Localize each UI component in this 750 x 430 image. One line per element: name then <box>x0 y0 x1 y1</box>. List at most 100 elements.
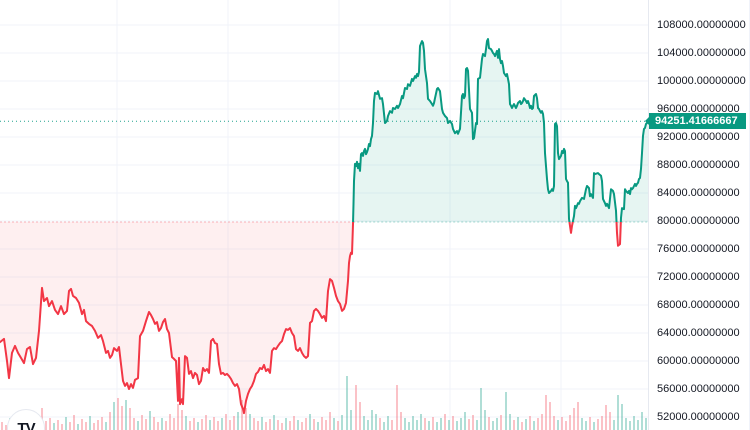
volume-bar <box>601 416 603 430</box>
volume-bar <box>317 422 319 430</box>
volume-bar <box>363 416 365 430</box>
volume-bar <box>157 422 159 430</box>
volume-bar <box>341 415 343 430</box>
volume-bar <box>177 404 179 430</box>
volume-bar <box>145 419 147 430</box>
volume-bar <box>525 419 527 430</box>
volume-bar <box>301 422 303 430</box>
volume-bar <box>253 418 255 430</box>
volume-bar <box>61 424 63 430</box>
volume-bar <box>641 412 643 430</box>
volume-bar <box>428 421 430 430</box>
volume-bar <box>396 385 398 430</box>
axis-price-label: 96000.00000000 <box>657 103 740 115</box>
volume-bar <box>325 420 327 430</box>
volume-bar <box>165 421 167 430</box>
volume-bar <box>464 412 466 430</box>
volume-bar <box>581 418 583 430</box>
axis-price-label: 72000.00000000 <box>657 271 740 283</box>
volume-bar <box>448 420 450 430</box>
tradingview-logo-glyph: TV <box>17 419 35 430</box>
volume-bar <box>625 418 627 430</box>
area-fill-down <box>0 222 648 414</box>
axis-price-label: 56000.00000000 <box>657 383 740 395</box>
volume-bar <box>277 420 279 430</box>
volume-bar <box>367 420 369 430</box>
volume-bar <box>408 422 410 430</box>
volume-bar <box>297 420 299 430</box>
volume-bar <box>129 408 131 430</box>
volume-bar <box>480 388 482 430</box>
volume-bar <box>549 402 551 430</box>
volume-bar <box>589 417 591 430</box>
price-line-up <box>352 38 648 222</box>
volume-bar <box>289 421 291 430</box>
volume-bar <box>593 422 595 430</box>
volume-bar <box>400 412 402 430</box>
axis-price-label: 60000.00000000 <box>657 355 740 367</box>
volume-bar <box>329 412 331 430</box>
axis-price-label: 108000.00000000 <box>657 19 746 31</box>
volume-bar <box>337 421 339 430</box>
volume-bar <box>545 395 547 430</box>
volume-bar <box>585 421 587 430</box>
axis-price-label: 76000.00000000 <box>657 243 740 255</box>
price-chart-pane[interactable]: TV <box>0 0 648 430</box>
volume-bar <box>153 417 155 430</box>
volume-bar <box>261 417 263 430</box>
volume-bar <box>281 423 283 430</box>
axis-price-label: 92000.00000000 <box>657 131 740 143</box>
price-chart-canvas[interactable] <box>0 0 648 430</box>
volume-bar <box>355 385 357 430</box>
volume-bar <box>305 418 307 430</box>
volume-bar <box>65 417 67 430</box>
volume-bar <box>109 412 111 430</box>
volume-bar <box>645 418 647 430</box>
volume-bar <box>517 417 519 430</box>
current-price-value: 94251.41666667 <box>655 115 738 127</box>
volume-bar <box>185 416 187 430</box>
volume-bar <box>432 417 434 430</box>
volume-bar <box>121 406 123 430</box>
volume-bar <box>387 416 389 430</box>
volume-bar <box>500 415 502 430</box>
axis-price-label: 84000.00000000 <box>657 187 740 199</box>
volume-bar <box>105 422 107 430</box>
volume-bar <box>101 417 103 430</box>
volume-bar <box>573 408 575 430</box>
volume-bar <box>313 419 315 430</box>
volume-bar <box>269 419 271 430</box>
volume-bar <box>521 422 523 430</box>
volume-bar <box>201 419 203 430</box>
volume-bar <box>89 416 91 430</box>
price-axis[interactable]: 112000.00000000 108000.00000000 104000.000… <box>648 0 750 430</box>
volume-bar <box>193 418 195 430</box>
volume-bar <box>73 415 75 430</box>
volume-bar <box>577 402 579 430</box>
volume-bar <box>273 415 275 430</box>
volume-bar <box>221 418 223 430</box>
volume-bar <box>569 415 571 430</box>
volume-bar <box>488 417 490 430</box>
volume-bar <box>257 421 259 430</box>
volume-bar <box>605 405 607 430</box>
volume-bar <box>285 418 287 430</box>
volume-bar <box>359 402 361 430</box>
volume-bar <box>321 417 323 430</box>
volume-bar <box>379 418 381 430</box>
price-line-down <box>0 222 622 415</box>
volume-bar <box>217 421 219 430</box>
volume-bar <box>245 408 247 430</box>
volume-bar <box>505 392 507 430</box>
volume-bar <box>117 398 119 430</box>
volume-bar <box>49 418 51 430</box>
volume-bar <box>181 410 183 430</box>
volume-bar <box>513 420 515 430</box>
volume-bar <box>113 402 115 430</box>
volume-bar <box>125 400 127 430</box>
volume-bar <box>293 416 295 430</box>
volume-bar <box>541 414 543 430</box>
volume-bar <box>496 418 498 430</box>
current-price-label: 94251.41666667 <box>645 113 746 129</box>
